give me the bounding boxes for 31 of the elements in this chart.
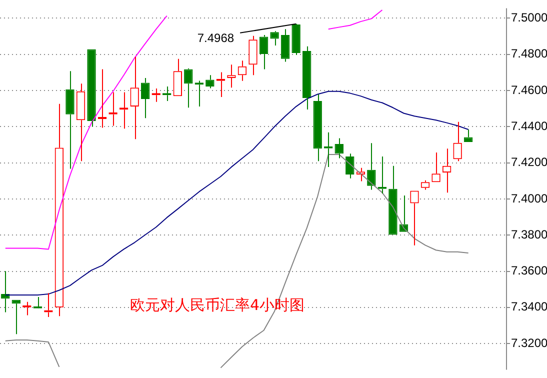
y-tick-label: 7.3400 <box>511 300 547 314</box>
candlestick <box>313 94 322 162</box>
candlestick <box>280 28 290 62</box>
candlestick <box>227 64 236 88</box>
candlestick <box>130 56 139 140</box>
candlestick <box>66 70 74 170</box>
y-tick-label: 7.4800 <box>511 46 547 61</box>
y-tick-label: 7.4200 <box>511 155 547 170</box>
candlestick <box>453 121 462 162</box>
y-tick-label: 7.4600 <box>511 82 547 97</box>
candlestick <box>259 34 268 70</box>
y-tick-label: 7.3200 <box>511 336 547 350</box>
candlestick <box>87 49 96 128</box>
candlestick <box>302 46 312 110</box>
candlestick <box>76 83 86 162</box>
annotation: 7.4968 <box>197 31 234 46</box>
candlestick <box>248 35 258 76</box>
y-tick-label: 7.5000 <box>511 10 547 24</box>
candlestick <box>346 153 354 179</box>
candlestick <box>173 58 182 96</box>
y-tick-label: 7.4000 <box>511 191 547 206</box>
y-tick-label: 7.3800 <box>511 227 547 242</box>
candlestick <box>367 142 376 190</box>
candlestick <box>54 103 64 317</box>
candlestick <box>388 165 398 235</box>
candlestick <box>140 77 150 119</box>
y-tick-label: 7.4400 <box>511 118 547 133</box>
candlestick <box>292 24 300 56</box>
text: 欧元对人民币汇率4小时图 <box>130 296 305 314</box>
y-tick-label: 7.3600 <box>511 264 547 278</box>
candlestick <box>98 68 107 128</box>
